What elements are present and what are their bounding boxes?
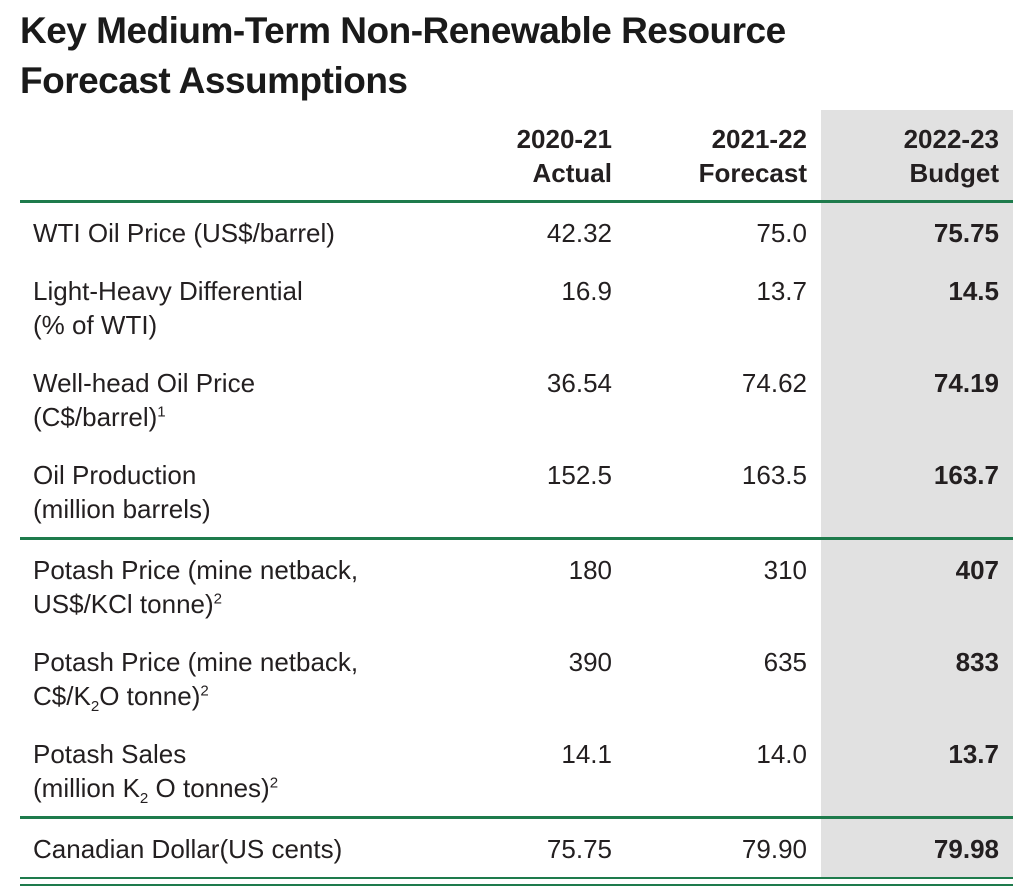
table-row-oil-production: Oil Production (million barrels) 152.5 1… <box>20 445 1013 540</box>
row-label: Potash Price (mine netback, US$/KCl tonn… <box>33 555 359 619</box>
value-forecast: 79.90 <box>741 834 807 864</box>
value-actual: 152.5 <box>436 445 626 540</box>
table-row-potash-price-us: Potash Price (mine netback, US$/KCl tonn… <box>20 538 1013 632</box>
value-forecast: 635 <box>763 647 807 677</box>
footnote-marker: 2 <box>269 774 279 792</box>
value-budget: 163.7 <box>821 445 1013 540</box>
col-header-actual: 2020-21 Actual <box>436 110 626 203</box>
page-title: Key Medium-Term Non-Renewable Resource F… <box>20 6 1024 106</box>
value-actual: 390 <box>568 647 612 677</box>
value-forecast: 163.5 <box>626 445 821 540</box>
row-label: WTI Oil Price (US$/barrel) <box>33 218 335 248</box>
col-header-forecast: 2021-22 Forecast <box>626 110 821 203</box>
value-budget: 14.5 <box>821 261 1013 353</box>
row-label: Canadian Dollar(US cents) <box>33 834 343 864</box>
value-budget: 74.19 <box>821 353 1013 445</box>
col-header-budget-year: 2022-23 <box>903 124 999 154</box>
row-label: Well-head Oil Price (C$/barrel)1 <box>33 368 256 432</box>
value-forecast: 14.0 <box>626 724 821 819</box>
value-actual: 42.32 <box>546 218 612 248</box>
value-forecast: 75.0 <box>756 218 807 248</box>
value-forecast: 13.7 <box>756 276 807 306</box>
value-budget: 75.75 <box>821 201 1013 261</box>
chemical-subscript: 2 <box>139 790 149 808</box>
chemical-subscript: 2 <box>90 698 100 716</box>
value-forecast: 74.62 <box>741 368 807 398</box>
value-actual: 14.1 <box>436 724 626 819</box>
forecast-assumptions-table: 2020-21 Actual 2021-22 Forecast 2022-23 … <box>20 110 1013 877</box>
footnote-marker: 2 <box>200 682 209 700</box>
header-empty-cell <box>20 110 436 203</box>
row-label: Potash Price (mine netback, C$/K2O tonne… <box>33 647 359 716</box>
row-label: Potash Sales (million K2 O tonnes)2 <box>20 724 436 819</box>
col-header-actual-label: Actual <box>532 158 612 188</box>
value-actual: 75.75 <box>546 834 612 864</box>
table-bottom-double-rule <box>20 877 1013 886</box>
table-header-row: 2020-21 Actual 2021-22 Forecast 2022-23 … <box>20 110 1013 203</box>
table-row-wellhead-oil-price: Well-head Oil Price (C$/barrel)1 36.54 7… <box>20 353 1013 445</box>
value-budget: 79.98 <box>821 817 1013 877</box>
value-actual: 180 <box>568 555 612 585</box>
table-row-canadian-dollar: Canadian Dollar(US cents) 75.75 79.90 79… <box>20 817 1013 877</box>
value-budget: 833 <box>821 632 1013 724</box>
col-header-forecast-label: Forecast <box>698 158 807 188</box>
page-title-line2: Forecast Assumptions <box>20 60 408 101</box>
value-forecast: 310 <box>763 555 807 585</box>
page-title-line1: Key Medium-Term Non-Renewable Resource <box>20 10 786 51</box>
footnote-marker: 2 <box>213 590 223 608</box>
table-row-wti-oil-price: WTI Oil Price (US$/barrel) 42.32 75.0 75… <box>20 201 1013 261</box>
table-row-light-heavy-differential: Light-Heavy Differential (% of WTI) 16.9… <box>20 261 1013 353</box>
value-budget: 407 <box>821 538 1013 632</box>
row-label: Light-Heavy Differential (% of WTI) <box>33 276 303 340</box>
footnote-marker: 1 <box>157 403 166 421</box>
value-actual: 16.9 <box>561 276 612 306</box>
col-header-forecast-year: 2021-22 <box>711 124 807 154</box>
row-label: Oil Production (million barrels) <box>20 445 436 540</box>
value-budget: 13.7 <box>821 724 1013 819</box>
col-header-actual-year: 2020-21 <box>516 124 612 154</box>
col-header-budget-label: Budget <box>909 158 999 188</box>
col-header-budget: 2022-23 Budget <box>821 110 1013 203</box>
table-row-potash-price-cad: Potash Price (mine netback, C$/K2O tonne… <box>20 632 1013 724</box>
value-actual: 36.54 <box>546 368 612 398</box>
table-row-potash-sales: Potash Sales (million K2 O tonnes)2 14.1… <box>20 724 1013 819</box>
